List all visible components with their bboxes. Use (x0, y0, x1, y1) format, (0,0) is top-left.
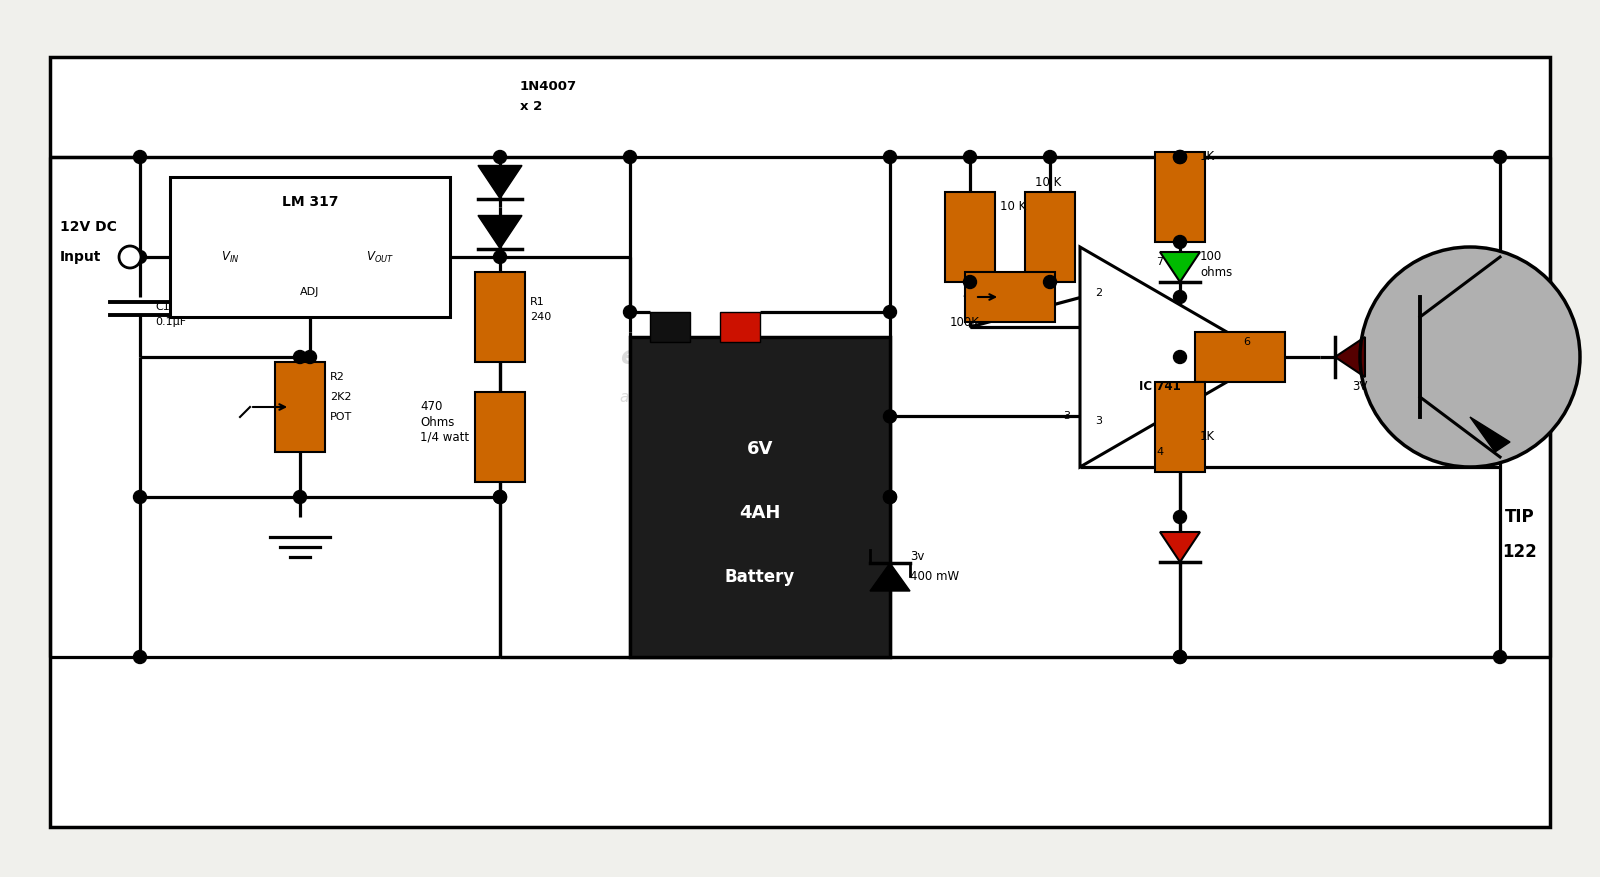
Text: 1/4 watt: 1/4 watt (419, 431, 469, 444)
Bar (170, 177, 450, 317)
Text: 3v: 3v (910, 551, 925, 564)
Polygon shape (1334, 337, 1365, 377)
Bar (475, 392, 525, 482)
Text: 400 mW: 400 mW (910, 571, 958, 583)
Text: x 2: x 2 (520, 101, 542, 113)
Text: 122: 122 (1502, 543, 1538, 561)
Text: 10 K: 10 K (1000, 201, 1026, 213)
Text: 470: 470 (419, 401, 442, 413)
Text: 6V: 6V (747, 440, 773, 458)
Text: 7: 7 (1157, 257, 1163, 267)
Text: R1: R1 (530, 297, 544, 307)
Circle shape (883, 410, 896, 423)
Text: ohms: ohms (1200, 266, 1232, 279)
Text: 4: 4 (1157, 447, 1163, 457)
Text: 4AH: 4AH (739, 504, 781, 522)
Circle shape (133, 251, 147, 263)
Bar (50, 57, 1550, 827)
Polygon shape (478, 216, 522, 248)
Circle shape (133, 151, 147, 163)
Circle shape (1173, 351, 1187, 363)
Circle shape (493, 251, 507, 263)
Circle shape (1173, 151, 1187, 163)
Polygon shape (1160, 532, 1200, 562)
Circle shape (133, 651, 147, 664)
Bar (475, 272, 525, 362)
Text: 1K: 1K (1200, 151, 1214, 163)
Bar (275, 362, 325, 452)
Text: $V_{IN}$: $V_{IN}$ (221, 249, 240, 265)
Circle shape (1173, 651, 1187, 664)
Text: 100: 100 (1200, 251, 1222, 263)
Polygon shape (1470, 417, 1510, 452)
Circle shape (883, 490, 896, 503)
Text: 12V DC: 12V DC (61, 220, 117, 234)
Polygon shape (870, 563, 910, 591)
Bar (1026, 192, 1075, 282)
Circle shape (624, 151, 637, 163)
Circle shape (304, 351, 317, 363)
Circle shape (1173, 236, 1187, 248)
Circle shape (493, 490, 507, 503)
Text: POT: POT (330, 412, 352, 422)
Text: 1N4007: 1N4007 (520, 81, 578, 94)
Text: 3V: 3V (1352, 381, 1368, 394)
Text: 6: 6 (1243, 337, 1250, 347)
Circle shape (963, 275, 976, 289)
Text: Input: Input (61, 250, 101, 264)
Text: Battery: Battery (725, 568, 795, 586)
Text: 2K2: 2K2 (330, 392, 352, 402)
Circle shape (133, 490, 147, 503)
Text: ewagaram: ewagaram (621, 345, 766, 369)
Circle shape (1493, 651, 1507, 664)
Polygon shape (1160, 252, 1200, 282)
Circle shape (1360, 247, 1581, 467)
Bar (650, 312, 690, 342)
Bar (946, 192, 995, 282)
Bar (1155, 382, 1205, 472)
Text: 1K: 1K (1200, 431, 1214, 444)
Bar (1155, 152, 1205, 242)
Text: Ohms: Ohms (419, 416, 454, 429)
Circle shape (883, 151, 896, 163)
Circle shape (1043, 275, 1056, 289)
Text: LM 317: LM 317 (282, 195, 338, 209)
Text: 3: 3 (1094, 417, 1102, 426)
Circle shape (624, 305, 637, 318)
Circle shape (1173, 290, 1187, 303)
Bar (1195, 332, 1285, 382)
Circle shape (493, 151, 507, 163)
Circle shape (1043, 151, 1056, 163)
Text: 2: 2 (1094, 288, 1102, 297)
Text: am   ovations: am ovations (621, 389, 723, 404)
Text: 10 K: 10 K (1035, 175, 1061, 189)
Circle shape (293, 351, 307, 363)
Text: IC 741: IC 741 (1139, 381, 1181, 394)
Bar (720, 312, 760, 342)
Text: 0.1μF: 0.1μF (155, 317, 186, 327)
Circle shape (1173, 510, 1187, 524)
Circle shape (1173, 151, 1187, 163)
Circle shape (118, 246, 141, 268)
Circle shape (883, 490, 896, 503)
Text: R2: R2 (330, 372, 346, 382)
Bar (630, 337, 890, 657)
Polygon shape (478, 166, 522, 198)
Text: 3: 3 (1062, 411, 1070, 422)
Circle shape (883, 305, 896, 318)
Circle shape (1493, 151, 1507, 163)
Text: 100K: 100K (950, 316, 979, 329)
Text: ADJ: ADJ (301, 287, 320, 297)
Text: $V_{OUT}$: $V_{OUT}$ (366, 249, 394, 265)
Circle shape (1173, 651, 1187, 664)
Circle shape (493, 490, 507, 503)
Circle shape (293, 490, 307, 503)
Text: C1: C1 (155, 302, 170, 312)
Circle shape (963, 151, 976, 163)
Text: TIP: TIP (1506, 508, 1534, 526)
Polygon shape (1080, 247, 1270, 467)
Text: 240: 240 (530, 312, 552, 322)
Bar (965, 272, 1054, 322)
